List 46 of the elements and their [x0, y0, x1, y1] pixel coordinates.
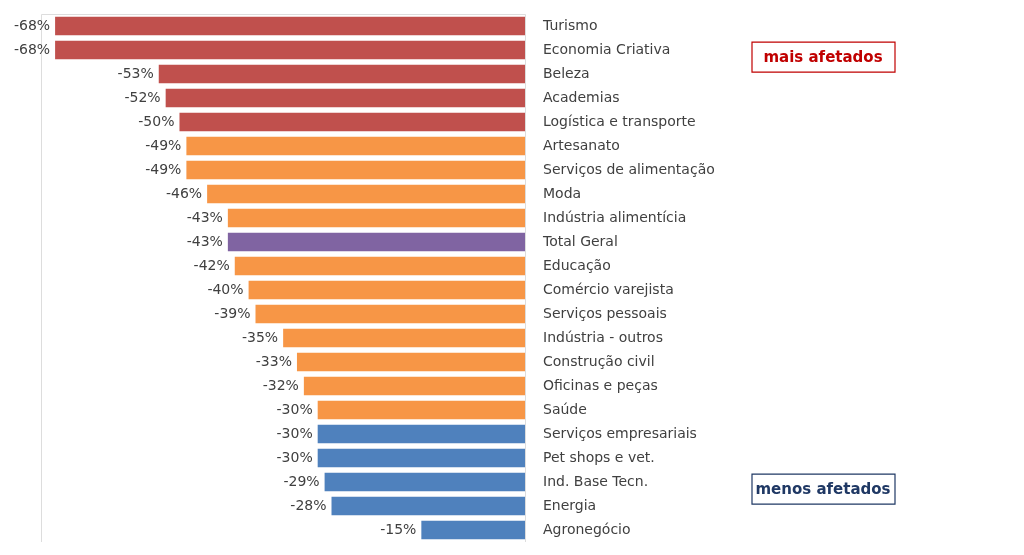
text: mais afetados	[763, 48, 883, 67]
y-tick-label: Logística e transporte	[543, 113, 696, 129]
y-tick-label: Turismo	[542, 17, 598, 33]
data-label: -32%	[262, 377, 299, 393]
y-tick-label: Total Geral	[542, 233, 618, 249]
data-label: -53%	[117, 65, 154, 81]
y-tick-label: Artesanato	[543, 137, 620, 153]
y-tick-label: Educação	[543, 257, 611, 273]
data-label: -30%	[276, 401, 313, 417]
data-label: -68%	[13, 41, 51, 57]
data-label: -52%	[124, 89, 161, 105]
data-label: -68%	[13, 17, 51, 33]
data-label: -46%	[165, 185, 203, 201]
data-label: -28%	[290, 497, 327, 513]
y-tick-label: Oficinas e peças	[543, 377, 658, 393]
data-label: -43%	[186, 209, 223, 225]
data-label: -50%	[138, 113, 175, 129]
y-tick-label: Economia Criativa	[543, 41, 671, 57]
y-tick-label: Academias	[543, 89, 620, 105]
y-tick-label: Energia	[543, 497, 597, 513]
data-label: -49%	[145, 137, 182, 153]
y-tick-label: Ind. Base Tecn.	[543, 473, 649, 489]
data-label: -42%	[193, 257, 230, 273]
y-tick-label: Serviços empresariais	[543, 425, 697, 441]
data-label: -30%	[276, 449, 313, 465]
data-label: -30%	[276, 425, 313, 441]
y-tick-label: Moda	[543, 185, 582, 201]
y-tick-label: Pet shops e vet.	[543, 449, 655, 465]
data-label: -33%	[255, 353, 292, 369]
data-label: -40%	[207, 281, 244, 297]
text: menos afetados	[755, 480, 891, 499]
data-label: -29%	[283, 473, 320, 489]
y-tick-label: Saúde	[543, 401, 587, 417]
data-label: -43%	[186, 233, 223, 249]
y-tick-label: Comércio varejista	[543, 281, 674, 297]
data-label: -35%	[241, 329, 279, 345]
y-tick-label: Serviços de alimentação	[543, 161, 715, 177]
y-tick-label: Indústria - outros	[543, 329, 663, 345]
y-tick-label: Indústria alimentícia	[543, 209, 687, 225]
y-tick-label: Beleza	[543, 65, 590, 81]
y-tick-label: Construção civil	[543, 353, 655, 369]
data-label: -15%	[380, 521, 417, 537]
y-tick-label: Serviços pessoais	[543, 305, 667, 321]
y-tick-label: Agronegócio	[543, 521, 631, 537]
data-label: -49%	[145, 161, 182, 177]
data-label: -39%	[214, 305, 251, 321]
